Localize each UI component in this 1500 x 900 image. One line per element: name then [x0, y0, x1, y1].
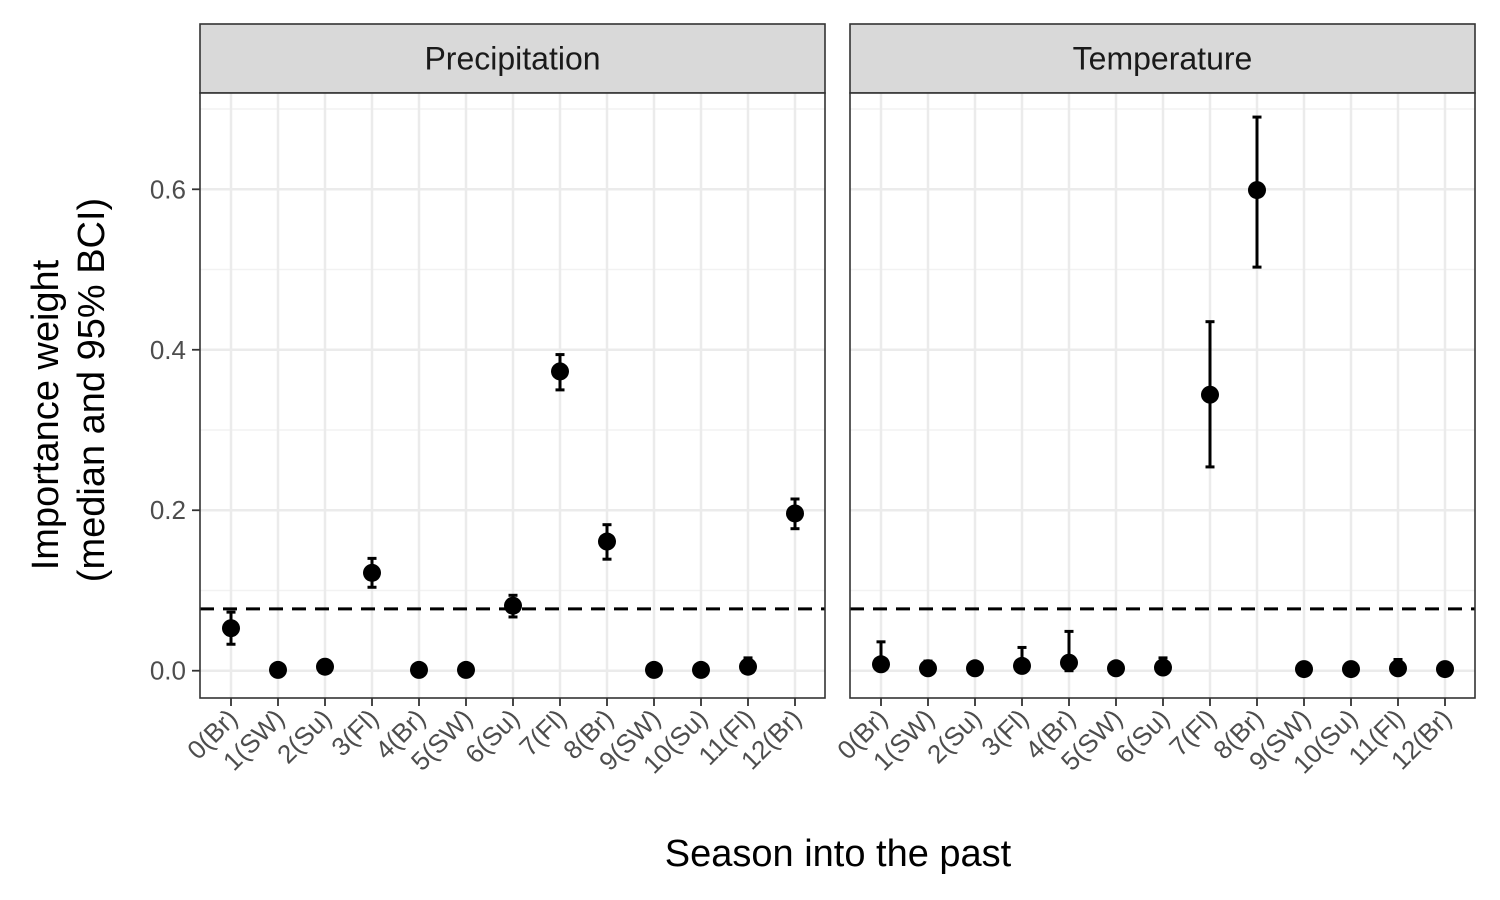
median-point [410, 660, 428, 679]
panel-precipitation: Precipitation0(Br)1(SW)2(Su)3(Fl)4(Br)5(… [181, 23, 826, 779]
median-point [269, 660, 287, 679]
median-point [1060, 653, 1078, 672]
strip-background [199, 23, 826, 94]
x-tick-label: 7(Fl) [1163, 703, 1222, 762]
strip-background [849, 23, 1476, 94]
median-point [966, 659, 984, 678]
y-axis: 0.0 0.2 0.4 0.6 [150, 174, 200, 686]
median-point [872, 655, 890, 674]
facet-panels: Precipitation0(Br)1(SW)2(Su)3(Fl)4(Br)5(… [150, 23, 1476, 779]
median-point [316, 657, 334, 676]
median-point [1389, 659, 1407, 678]
median-point [919, 659, 937, 678]
median-point [1248, 181, 1266, 200]
median-point [1201, 385, 1219, 404]
median-point [1436, 660, 1454, 679]
x-tick-label: 2(Su) [921, 703, 987, 769]
x-axis-title: Season into the past [665, 833, 1012, 875]
median-point [1342, 660, 1360, 679]
y-tick-label: 0.0 [150, 656, 186, 686]
median-point [504, 596, 522, 615]
y-tick-label: 0.6 [150, 174, 186, 204]
median-point [551, 362, 569, 381]
y-tick-label: 0.2 [150, 495, 186, 525]
median-point [363, 563, 381, 582]
median-point [739, 657, 757, 676]
panel-temperature: Temperature0(Br)1(SW)2(Su)3(Fl)4(Br)5(SW… [831, 23, 1476, 779]
x-tick-label: 3(Fl) [975, 703, 1034, 762]
median-point [1154, 658, 1172, 677]
x-tick-label: 7(Fl) [513, 703, 572, 762]
x-tick-label: 2(Su) [271, 703, 337, 769]
y-tick-label: 0.4 [150, 335, 186, 365]
y-axis-title-line2: (median and 95% BCI) [71, 198, 113, 582]
median-point [222, 619, 240, 638]
median-point [1295, 660, 1313, 679]
x-tick-label: 6(Su) [459, 703, 525, 769]
median-point [692, 660, 710, 679]
median-point [786, 504, 804, 523]
x-tick-label: 3(Fl) [325, 703, 384, 762]
median-point [1013, 656, 1031, 675]
median-point [457, 660, 475, 679]
strip-label: Temperature [1073, 41, 1253, 77]
median-point [598, 532, 616, 551]
x-tick-label: 6(Su) [1109, 703, 1175, 769]
strip-label: Precipitation [424, 41, 600, 77]
y-axis-title-line1: Importance weight [25, 259, 67, 570]
median-point [645, 660, 663, 679]
median-point [1107, 659, 1125, 678]
